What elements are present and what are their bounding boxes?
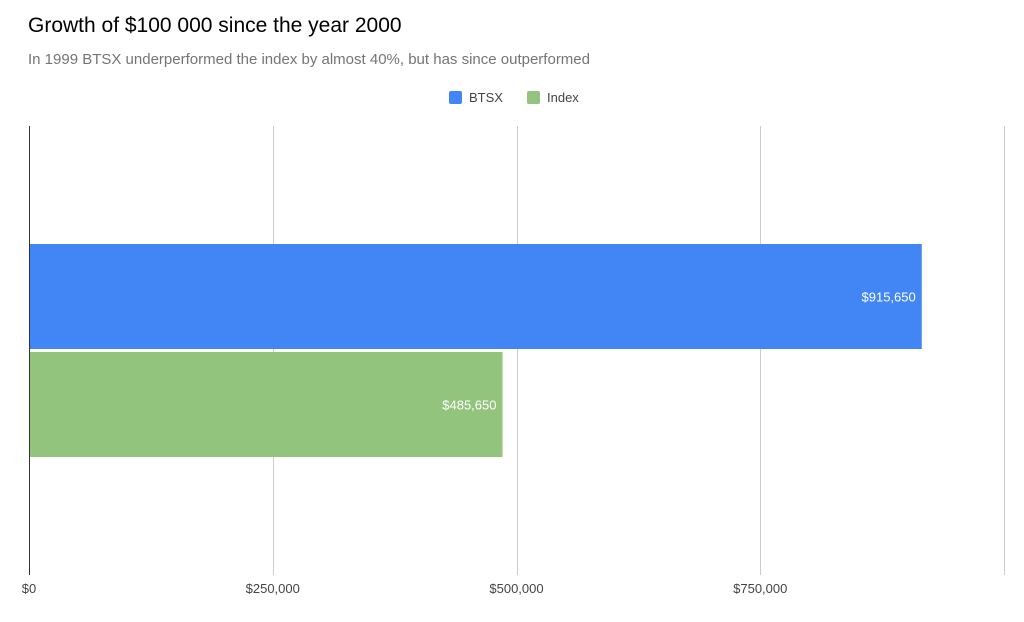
bar-btsx [29,244,922,349]
x-tick-label: $250,000 [246,581,300,596]
legend-swatch-btsx [449,91,462,104]
legend-swatch-index [527,91,540,104]
chart-title: Growth of $100 000 since the year 2000 [28,14,402,37]
chart-subtitle: In 1999 BTSX underperformed the index by… [28,51,590,68]
legend-label-index: Index [547,90,579,105]
legend-label-btsx: BTSX [469,90,503,105]
data-label: $485,650 [442,398,496,413]
x-tick-label: $500,000 [489,581,543,596]
bar-index [29,352,503,457]
x-tick-label: $750,000 [733,581,787,596]
x-tick-label: $0 [22,581,36,596]
data-label: $915,650 [862,290,916,305]
